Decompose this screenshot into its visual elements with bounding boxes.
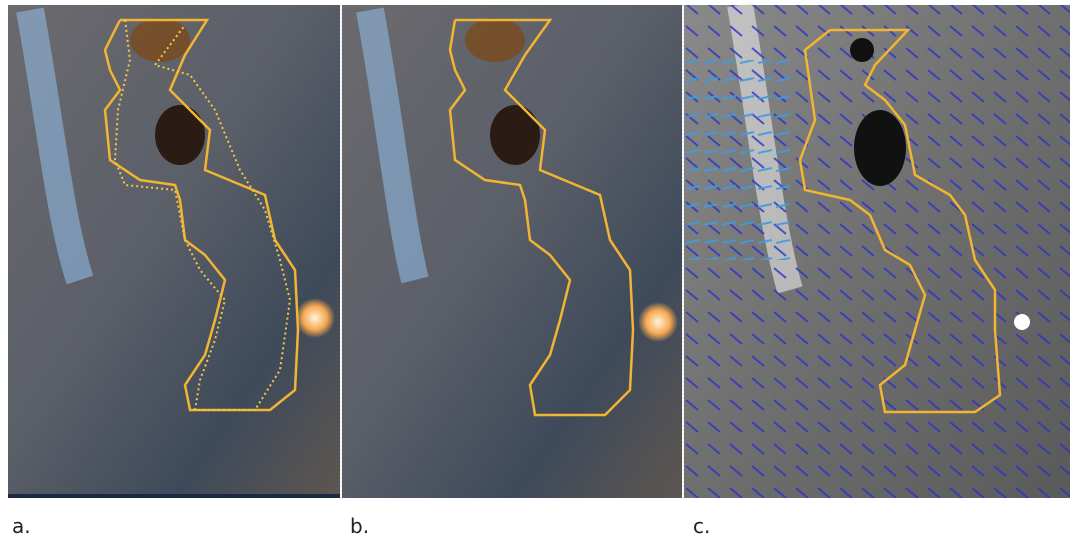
air-pocket	[850, 38, 874, 62]
marker	[638, 302, 678, 342]
air-pocket	[155, 105, 205, 165]
panel-label: b.	[350, 514, 369, 538]
bottom-bar	[8, 494, 340, 498]
panel-label: a.	[12, 514, 31, 538]
marker	[295, 298, 335, 338]
figure: a. b. c.	[0, 0, 1072, 539]
bowel	[465, 18, 525, 62]
vector-field-strong	[684, 60, 794, 260]
page: {"panels": [{"label": "a."}, {"label": "…	[0, 0, 1072, 539]
air-pocket	[490, 105, 540, 165]
bowel	[130, 18, 190, 62]
air-pocket	[854, 110, 906, 186]
panel-a	[8, 5, 340, 498]
panel-c	[683, 5, 1070, 498]
panel-b	[341, 5, 682, 498]
panel-label: c.	[693, 514, 710, 538]
marker	[1014, 314, 1030, 330]
